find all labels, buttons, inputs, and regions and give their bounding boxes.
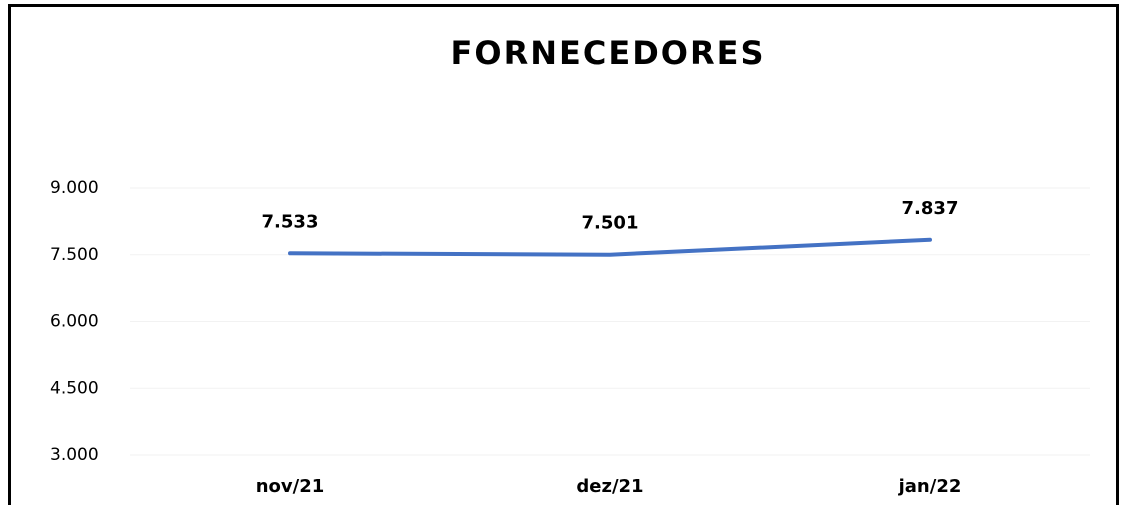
x-tick-label: nov/21: [256, 476, 325, 497]
data-label: 7.501: [582, 213, 639, 234]
data-label: 7.837: [902, 198, 959, 219]
x-tick-label: jan/22: [898, 476, 962, 497]
x-tick-label: dez/21: [576, 476, 643, 497]
y-tick-label: 7.500: [50, 245, 99, 265]
y-tick-label: 4.500: [50, 378, 99, 398]
data-label: 7.533: [262, 211, 319, 232]
y-tick-label: 9.000: [50, 178, 99, 198]
chart-title: FORNECEDORES: [451, 34, 766, 72]
line: [288, 237, 932, 257]
frame: [8, 4, 1119, 505]
y-tick-label: 3.000: [50, 445, 99, 465]
y-tick-label: 6.000: [50, 312, 99, 332]
